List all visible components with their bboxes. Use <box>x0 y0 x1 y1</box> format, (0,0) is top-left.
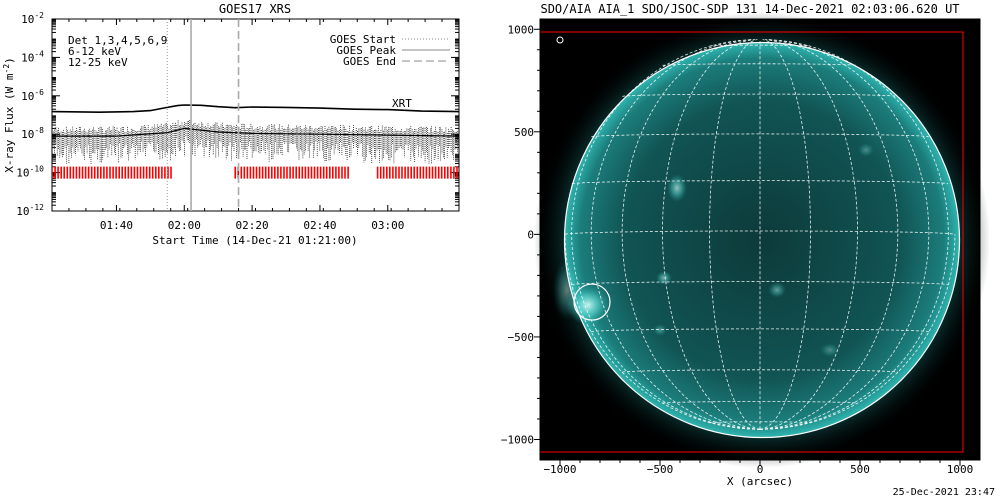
image-x-tick-label: −500 <box>647 463 674 476</box>
grid-line <box>621 39 761 430</box>
image-x-tick-labels: −1000 −500 0 500 1000 <box>543 463 973 476</box>
grid-line <box>564 230 956 235</box>
image-axis-ticks <box>534 28 961 466</box>
y-tick-label: 10-12 <box>16 203 44 218</box>
grid-line <box>759 39 858 430</box>
goes-event-markers <box>166 19 240 211</box>
grid-line <box>591 133 929 138</box>
legend-goes-end: GOES End <box>343 55 396 68</box>
image-x-tick-label: −1000 <box>543 463 576 476</box>
axis-ticks <box>51 18 460 212</box>
energy-label-detectors: Det 1,3,4,5,6,9 <box>68 34 167 47</box>
image-y-tick-label: −500 <box>508 331 535 344</box>
image-y-tick-labels: −1000 −500 0 500 1000 <box>501 23 534 446</box>
y-tick-label: 10-6 <box>21 88 44 103</box>
goes-xrs-chart: GOES17 XRS 01:40 02:00 02:20 02:40 03:00 10-… <box>2 2 460 247</box>
image-x-tick-label: 500 <box>850 463 870 476</box>
energy-labels: Det 1,3,4,5,6,9 6-12 keV 12-25 keV <box>68 34 167 69</box>
xrt-coverage-bars <box>52 166 458 179</box>
energy-label-low: 6-12 keV <box>68 45 121 58</box>
footer-timestamp: 25-Dec-2021 23:47 <box>893 487 995 498</box>
series-lines <box>52 104 459 137</box>
flare-location-marker <box>573 283 611 321</box>
aia-image-panel: SDO/AIA AIA_1 SDO/JSOC-SDP 131 14-Dec-20… <box>501 2 990 488</box>
grid-line <box>759 40 949 430</box>
x-tick-label: 03:00 <box>371 219 404 232</box>
series-short-channel <box>52 127 459 137</box>
image-y-tick-label: 500 <box>514 126 534 139</box>
grid-line <box>709 44 811 47</box>
series-long-channel <box>52 104 459 114</box>
legend-flare-location: AIA flare location <box>567 35 675 46</box>
image-x-tick-label: 1000 <box>947 463 974 476</box>
grid-line <box>709 421 811 424</box>
x-axis-label: Start Time (14-Dec-21 01:21:00) <box>152 234 357 247</box>
x-tick-label: 02:00 <box>168 219 201 232</box>
grid-line <box>759 39 930 430</box>
grid-line <box>662 39 761 430</box>
image-x-tick-label: 0 <box>757 463 764 476</box>
legend-goes-start: GOES Start <box>330 33 396 46</box>
grid-line <box>662 63 858 66</box>
image-y-tick-label: 1000 <box>508 23 535 36</box>
grid-line <box>622 93 898 97</box>
heliographic-grid <box>564 39 956 430</box>
legend: GOES Start GOES Peak GOES End <box>330 33 450 68</box>
image-title: SDO/AIA AIA_1 SDO/JSOC-SDP 131 14-Dec-20… <box>540 2 959 16</box>
x-tick-labels: 01:40 02:00 02:20 02:40 03:00 <box>100 219 404 232</box>
y-tick-label: 10-4 <box>21 49 44 64</box>
grid-line <box>662 401 858 404</box>
image-x-axis-label: X (arcsec) <box>727 475 793 488</box>
image-y-tick-label: −1000 <box>501 433 534 446</box>
y-tick-label: 10-10 <box>16 165 44 180</box>
active-regions <box>653 143 874 357</box>
grid-line <box>590 39 761 430</box>
energy-label-high: 12-25 keV <box>68 56 128 69</box>
image-y-tick-label: 0 <box>527 228 534 241</box>
y-tick-labels: 10-12 10-10 10-8 10-6 10-4 10-2 <box>16 11 44 218</box>
grid-line <box>709 39 761 430</box>
y-axis-label-exponent: -2 <box>2 64 11 74</box>
y-tick-label: 10-8 <box>21 126 44 141</box>
y-axis-label: X-ray Flux (W m-2) <box>2 57 16 173</box>
grid-line <box>759 39 899 430</box>
y-axis-label-main: X-ray Flux (W m <box>3 73 16 173</box>
y-axis-label-close: ) <box>3 57 16 64</box>
grid-line <box>621 369 899 373</box>
legend-marker-icon <box>556 36 564 44</box>
y-tick-label: 10-2 <box>21 11 44 26</box>
solar-disk <box>564 42 960 438</box>
grid-line <box>571 40 761 430</box>
grid-line <box>571 281 949 286</box>
grid-line <box>759 39 811 430</box>
x-tick-label: 02:40 <box>303 219 336 232</box>
solar-limb <box>563 41 961 439</box>
x-tick-label: 01:40 <box>100 219 133 232</box>
grid-line <box>590 328 930 333</box>
grid-line <box>571 180 949 185</box>
xrt-label: XRT <box>392 97 412 110</box>
xrt-fov-label: XRT FOV <box>551 424 593 435</box>
legend-goes-peak: GOES Peak <box>336 44 396 57</box>
short-channel-noise <box>52 120 459 164</box>
x-tick-label: 02:20 <box>236 219 269 232</box>
chart-title: GOES17 XRS <box>219 2 291 16</box>
